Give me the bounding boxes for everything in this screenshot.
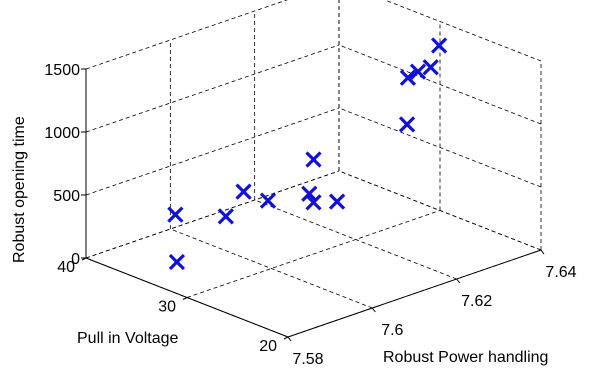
y-axis-label: Pull in Voltage	[77, 330, 179, 347]
back-wall-grid-line	[85, 170, 340, 259]
x-axis-line	[287, 249, 542, 338]
x-axis-label: Robust Power handling	[383, 349, 548, 366]
side-wall-grid-line	[338, 44, 542, 125]
z-tick-label: 500	[53, 188, 80, 205]
y-tick-mark	[283, 336, 289, 340]
marks-layer	[167, 37, 448, 271]
x-tick-mark	[287, 336, 292, 342]
x-tick-label: 7.62	[461, 293, 492, 310]
x-tick-mark	[456, 278, 461, 284]
data-point	[259, 192, 277, 209]
data-point	[305, 151, 322, 168]
data-point	[301, 185, 318, 202]
back-wall-grid-line	[85, 0, 288, 70]
side-wall-grid-line	[383, 0, 542, 62]
y-tick-mark	[182, 297, 188, 300]
x-tick-label: 7.58	[292, 351, 323, 368]
z-axis-label: Robust opening time	[11, 116, 28, 263]
floor-grid-line	[186, 210, 441, 298]
z-tick-label: 0	[71, 251, 80, 268]
data-point	[235, 183, 252, 200]
y-tick-label: 40	[57, 259, 75, 276]
data-point	[217, 208, 234, 225]
back-wall-grid-line	[85, 44, 340, 133]
z-tick-label: 1000	[44, 125, 80, 142]
ticks-layer: 7.58 7.6 7.62 7.64 20 30 400 500 1000 1500	[44, 62, 576, 368]
y-tick-label: 30	[158, 299, 176, 316]
data-point	[167, 206, 184, 223]
data-point	[398, 116, 416, 133]
data-point	[409, 63, 427, 80]
back-wall-grid-line	[85, 107, 340, 196]
data-point	[399, 69, 417, 86]
x-tick-label: 7.6	[381, 322, 403, 339]
x-tick-label: 7.64	[545, 264, 576, 281]
x-tick-mark	[540, 249, 545, 255]
y-tick-label: 20	[259, 338, 277, 355]
data-point	[430, 37, 448, 54]
x-tick-mark	[371, 307, 376, 313]
z-tick-label: 1500	[44, 62, 80, 79]
data-point	[328, 193, 346, 210]
grid-layer	[85, 0, 542, 338]
data-point	[168, 253, 186, 271]
side-wall-grid-line	[338, 170, 542, 251]
floor-grid-line	[170, 228, 373, 309]
data-point	[422, 59, 439, 76]
side-wall-grid-line	[338, 107, 542, 188]
data-point	[305, 194, 322, 211]
